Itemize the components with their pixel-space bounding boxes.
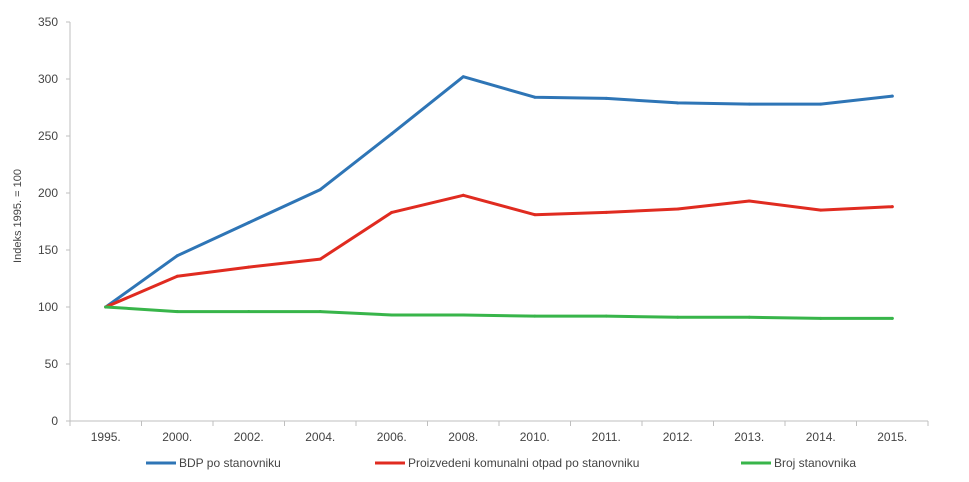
data-point	[747, 102, 751, 106]
data-point	[175, 310, 179, 314]
data-point	[533, 213, 537, 217]
y-tick-label: 200	[38, 186, 58, 200]
data-point	[604, 96, 608, 100]
data-point	[747, 315, 751, 319]
legend-label: Broj stanovnika	[774, 456, 856, 470]
data-point	[890, 205, 894, 209]
y-tick-label: 350	[38, 15, 58, 29]
data-point	[175, 254, 179, 258]
data-point	[318, 310, 322, 314]
y-tick-label: 150	[38, 243, 58, 257]
series-line-1	[104, 75, 894, 309]
x-tick-label: 2013.	[734, 430, 764, 444]
data-point	[676, 315, 680, 319]
data-point	[604, 210, 608, 214]
x-tick-label: 1995.	[91, 430, 121, 444]
data-point	[175, 274, 179, 278]
x-tick-label: 2014.	[806, 430, 836, 444]
data-point	[247, 265, 251, 269]
legend: BDP po stanovniku Proizvedeni komunalni o…	[146, 456, 856, 470]
data-point	[461, 193, 465, 197]
data-point	[390, 313, 394, 317]
y-tick-label: 0	[51, 414, 58, 428]
data-point	[247, 310, 251, 314]
data-point	[461, 313, 465, 317]
data-point	[890, 316, 894, 320]
x-tick-label: 2002.	[234, 430, 264, 444]
x-axis: 1995. 2000. 2002. 2004. 2006. 2008. 2010. 2011.…	[69, 420, 929, 444]
y-tick-label: 100	[38, 300, 58, 314]
y-tick-label: 250	[38, 129, 58, 143]
data-point	[747, 199, 751, 203]
data-point	[819, 316, 823, 320]
x-tick-label: 2008.	[448, 430, 478, 444]
plot-lines	[104, 75, 894, 320]
data-point	[890, 94, 894, 98]
data-point	[390, 132, 394, 136]
x-tick-label: 2000.	[162, 430, 192, 444]
series-line-3	[104, 305, 894, 320]
x-tick-label: 2006.	[377, 430, 407, 444]
data-point	[318, 188, 322, 192]
data-point	[390, 210, 394, 214]
data-point	[604, 314, 608, 318]
data-point	[676, 207, 680, 211]
data-point	[676, 101, 680, 105]
data-point	[461, 75, 465, 79]
y-axis: 0 50 100 150 200 250 300 350	[38, 15, 71, 428]
data-point	[533, 314, 537, 318]
data-point	[819, 102, 823, 106]
legend-label: BDP po stanovniku	[179, 456, 281, 470]
data-point	[247, 221, 251, 225]
data-point	[104, 305, 108, 309]
x-tick-label: 2004.	[305, 430, 335, 444]
y-tick-label: 300	[38, 72, 58, 86]
data-point	[533, 95, 537, 99]
data-point	[819, 208, 823, 212]
x-tick-label: 2011.	[592, 430, 621, 444]
x-tick-label: 2010.	[520, 430, 550, 444]
y-tick-label: 50	[45, 357, 59, 371]
legend-label: Proizvedeni komunalni otpad po stanovnik…	[408, 456, 639, 470]
y-axis-title: Indeks 1995. = 100	[12, 169, 24, 263]
x-tick-label: 2015.	[877, 430, 907, 444]
data-point	[318, 257, 322, 261]
series-line-2	[104, 193, 894, 309]
x-tick-label: 2012.	[663, 430, 693, 444]
